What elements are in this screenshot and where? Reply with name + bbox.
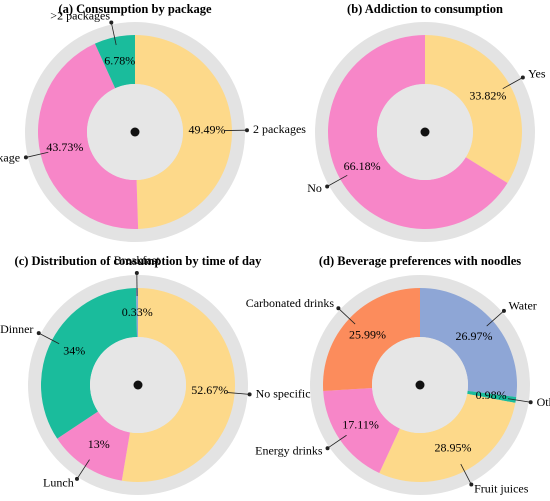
category-label: Yes (528, 66, 546, 80)
category-label: Other (537, 395, 550, 409)
leader-dot (520, 75, 525, 80)
category-label: 1 package (0, 151, 20, 165)
category-label: Lunch (43, 476, 74, 490)
leader-line (502, 77, 524, 90)
slice (323, 387, 400, 474)
slice (38, 43, 139, 229)
slice (379, 393, 516, 483)
category-label: Energy drinks (255, 443, 323, 457)
leader-line (486, 310, 505, 327)
leader-dot (247, 392, 252, 397)
leader-dot (23, 155, 28, 160)
leader-line (76, 459, 90, 480)
slice (327, 35, 508, 230)
leader-dot (501, 308, 506, 313)
leader-dot (325, 184, 330, 189)
chart-title: (d) Beverage preferences with noodles (319, 254, 521, 268)
category-label: Dinner (0, 322, 33, 336)
value-label: 43.73% (46, 140, 83, 154)
leader-line (326, 174, 348, 187)
leader-dot (325, 446, 330, 451)
slice (121, 288, 236, 483)
value-label: 25.99% (349, 327, 386, 341)
category-label: Water (508, 299, 536, 313)
category-label: Breakfast (114, 253, 161, 267)
slice (420, 288, 517, 397)
category-label: >2 packages (50, 8, 110, 22)
value-label: 17.11% (342, 417, 379, 431)
slice (425, 35, 522, 184)
value-label: 6.78% (104, 53, 135, 67)
leader-dot (528, 400, 533, 405)
center-dot (420, 127, 430, 137)
value-label: 33.82% (469, 89, 506, 103)
slice (467, 390, 517, 403)
leader-dot (336, 306, 341, 311)
center-dot (130, 127, 140, 137)
value-label: 49.49% (188, 123, 225, 137)
leader-dot (134, 271, 139, 276)
center-dot (415, 380, 425, 390)
leader-line (38, 332, 60, 345)
leader-line (338, 308, 356, 325)
slice (94, 35, 135, 89)
leader-dot (109, 20, 114, 25)
leader-dot (244, 128, 249, 133)
value-label: 28.95% (434, 441, 471, 455)
value-label: 66.18% (344, 159, 381, 173)
value-label: 26.97% (455, 329, 492, 343)
value-label: 52.67% (191, 383, 228, 397)
leader-dot (469, 482, 474, 487)
chart-title: (b) Addiction to consumption (347, 2, 503, 16)
category-label: No (307, 181, 322, 195)
leader-line (226, 392, 250, 395)
leader-line (25, 151, 49, 158)
leader-line (327, 434, 347, 449)
value-label: 34% (63, 343, 85, 357)
leader-line (110, 22, 117, 46)
category-label: Carbonated drinks (246, 296, 335, 310)
value-label: 13% (88, 437, 110, 451)
slice (41, 288, 138, 439)
slice (135, 35, 232, 229)
leader-line (460, 463, 472, 485)
slice (322, 288, 420, 392)
value-label: 0.33% (122, 305, 153, 319)
chart-title: (a) Consumption by package (58, 2, 212, 16)
leader-dot (74, 476, 79, 481)
slice (135, 288, 138, 338)
category-label: Fruit juices (474, 482, 529, 496)
category-label: 2 packages (253, 122, 306, 136)
slice (57, 411, 130, 481)
chart-title: (c) Distribution of consumption by time … (15, 254, 263, 268)
value-label: 0.98% (476, 388, 507, 402)
leader-line (507, 398, 531, 403)
center-dot (133, 380, 143, 390)
leader-dot (36, 331, 41, 336)
